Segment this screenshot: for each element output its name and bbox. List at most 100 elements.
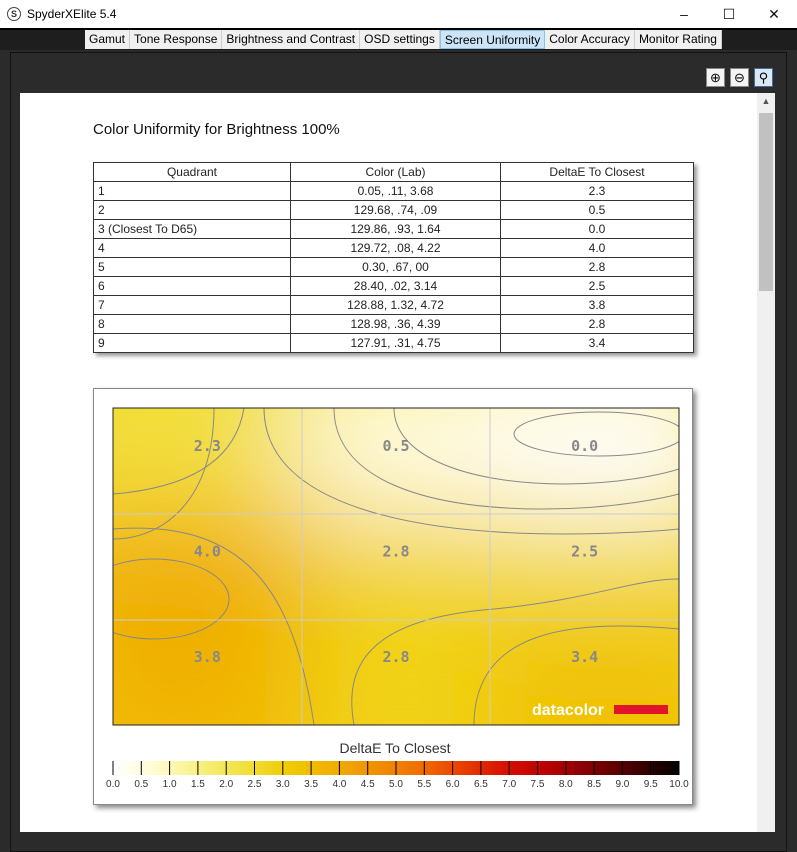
colorbar-tick-label: 5.0: [389, 779, 403, 790]
color-lab-cell: 127.91, .31, 4.75: [290, 333, 501, 353]
uniformity-table: Quadrant Color (Lab) DeltaE To Closest 1…: [93, 162, 694, 353]
cell-value-label: 3.4: [571, 648, 598, 666]
quadrant-cell: 8: [93, 314, 291, 334]
quadrant-cell: 4: [93, 238, 291, 258]
cell-value-label: 2.8: [382, 648, 409, 666]
header-quadrant: Quadrant: [93, 162, 291, 182]
colorbar-tick-label: 10.0: [669, 779, 689, 790]
heatmap-cell: [113, 619, 302, 725]
colorbar-tick-label: 5.5: [417, 779, 431, 790]
tab-gamut[interactable]: Gamut: [85, 30, 131, 49]
colorbar-tick-label: 1.5: [191, 779, 205, 790]
deltae-cell: 4.0: [500, 238, 694, 258]
heatmap-cell: [490, 513, 679, 620]
color-lab-cell: 129.68, .74, .09: [290, 200, 501, 220]
deltae-cell: 0.5: [500, 200, 694, 220]
color-lab-cell: 128.88, 1.32, 4.72: [290, 295, 501, 315]
table-row: 1 0.05, .11, 3.68 2.3: [93, 181, 694, 201]
colorbar-tick-label: 8.0: [559, 779, 573, 790]
cell-value-label: 2.5: [571, 543, 598, 561]
color-lab-cell: 129.86, .93, 1.64: [290, 219, 501, 239]
deltae-cell: 2.8: [500, 257, 694, 277]
window-title: SpyderXElite 5.4: [27, 7, 117, 21]
cell-value-label: 0.5: [382, 437, 409, 455]
tab-osd-settings[interactable]: OSD settings: [360, 30, 440, 49]
plot-border: [112, 407, 680, 726]
tab-tone-response[interactable]: Tone Response: [130, 30, 223, 49]
scroll-up-icon[interactable]: ▲: [761, 96, 771, 106]
quadrant-cell: 1: [93, 181, 291, 201]
quadrant-cell: 6: [93, 276, 291, 296]
app-logo-icon: S: [7, 7, 21, 21]
tab-color-accuracy[interactable]: Color Accuracy: [545, 30, 635, 49]
table-row: 4 129.72, .08, 4.22 4.0: [93, 238, 694, 258]
colorbar-tick-label: 2.0: [219, 779, 233, 790]
tab-brightness-contrast[interactable]: Brightness and Contrast: [222, 30, 361, 49]
tab-screen-uniformity[interactable]: Screen Uniformity: [439, 30, 546, 49]
heatmap-cell: [301, 513, 491, 620]
datacolor-logo-text: datacolor: [532, 702, 604, 719]
uniformity-chart: 2.3 0.5 0.0 4.0 2.8 2.5 3.8 2.8 3.4 datacolor De…: [93, 388, 693, 805]
deltae-cell: 3.4: [500, 333, 694, 353]
table-row: 2 129.68, .74, .09 0.5: [93, 200, 694, 220]
color-lab-cell: 28.40, .02, 3.14: [290, 276, 501, 296]
zoom-out-icon[interactable]: ⊖: [730, 68, 749, 87]
colorbar-tick-label: 2.5: [248, 779, 262, 790]
tab-monitor-rating[interactable]: Monitor Rating: [634, 30, 722, 49]
heatmap-cell: [113, 513, 302, 620]
zoom-in-icon[interactable]: ⊕: [706, 68, 725, 87]
colorbar-tick-label: 9.5: [644, 779, 658, 790]
color-lab-cell: 128.98, .36, 4.39: [290, 314, 501, 334]
vertical-scrollbar[interactable]: ▲: [757, 93, 775, 832]
table-row: 5 0.30, .67, 00 2.8: [93, 257, 694, 277]
grid-lines: [113, 408, 679, 725]
colorbar-tick-label: 7.5: [531, 779, 545, 790]
colorbar-tick-label: 4.5: [361, 779, 375, 790]
heatmap-cell: [301, 408, 491, 514]
color-lab-cell: 0.05, .11, 3.68: [290, 181, 501, 201]
colorbar-tick-label: 4.0: [332, 779, 346, 790]
colorbar-tick-label: 3.5: [304, 779, 318, 790]
table-row: 9 127.91, .31, 4.75 3.4: [93, 333, 694, 353]
color-lab-cell: 0.30, .67, 00: [290, 257, 501, 277]
contour-lines: [113, 408, 679, 725]
heatmap-cell: [301, 619, 491, 725]
zoom-fit-icon[interactable]: ⚲: [754, 68, 773, 87]
header-color-lab: Color (Lab): [290, 162, 501, 182]
maximize-button[interactable]: ☐: [722, 6, 736, 22]
title-bar: S SpyderXElite 5.4 – ☐ ✕: [0, 0, 797, 28]
table-row: 3 (Closest To D65) 129.86, .93, 1.64 0.0: [93, 219, 694, 239]
datacolor-logo: datacolor: [532, 702, 668, 719]
colorbar-tick-label: 0.0: [106, 779, 120, 790]
minimize-button[interactable]: –: [680, 6, 688, 22]
colorbar-tick-label: 6.5: [474, 779, 488, 790]
report-title: Color Uniformity for Brightness 100%: [93, 121, 340, 138]
quadrant-cell: 5: [93, 257, 291, 277]
colorbar-tick-label: 7.0: [502, 779, 516, 790]
quadrant-cell: 3 (Closest To D65): [93, 219, 291, 239]
deltae-cell: 2.5: [500, 276, 694, 296]
colorbar-tick-label: 3.0: [276, 779, 290, 790]
header-deltae: DeltaE To Closest: [500, 162, 694, 182]
colorbar-title: DeltaE To Closest: [339, 740, 450, 756]
deltae-cell: 2.3: [500, 181, 694, 201]
cell-value-label: 4.0: [194, 543, 221, 561]
colorbar-tick-label: 9.0: [615, 779, 629, 790]
quadrant-cell: 2: [93, 200, 291, 220]
table-row: 8 128.98, .36, 4.39 2.8: [93, 314, 694, 334]
colorbar-tick-label: 8.5: [587, 779, 601, 790]
deltae-cell: 2.8: [500, 314, 694, 334]
cell-value-label: 2.3: [194, 437, 221, 455]
deltae-cell: 0.0: [500, 219, 694, 239]
cell-value-label: 0.0: [571, 437, 598, 455]
deltae-cell: 3.8: [500, 295, 694, 315]
colorbar-tick-label: 0.5: [134, 779, 148, 790]
quadrant-cell: 9: [93, 333, 291, 353]
heatmap-cell: [490, 408, 679, 514]
table-row: 6 28.40, .02, 3.14 2.5: [93, 276, 694, 296]
color-lab-cell: 129.72, .08, 4.22: [290, 238, 501, 258]
quadrant-cell: 7: [93, 295, 291, 315]
colorbar-tick-label: 1.0: [163, 779, 177, 790]
scroll-thumb[interactable]: [759, 113, 773, 291]
close-button[interactable]: ✕: [768, 6, 780, 22]
